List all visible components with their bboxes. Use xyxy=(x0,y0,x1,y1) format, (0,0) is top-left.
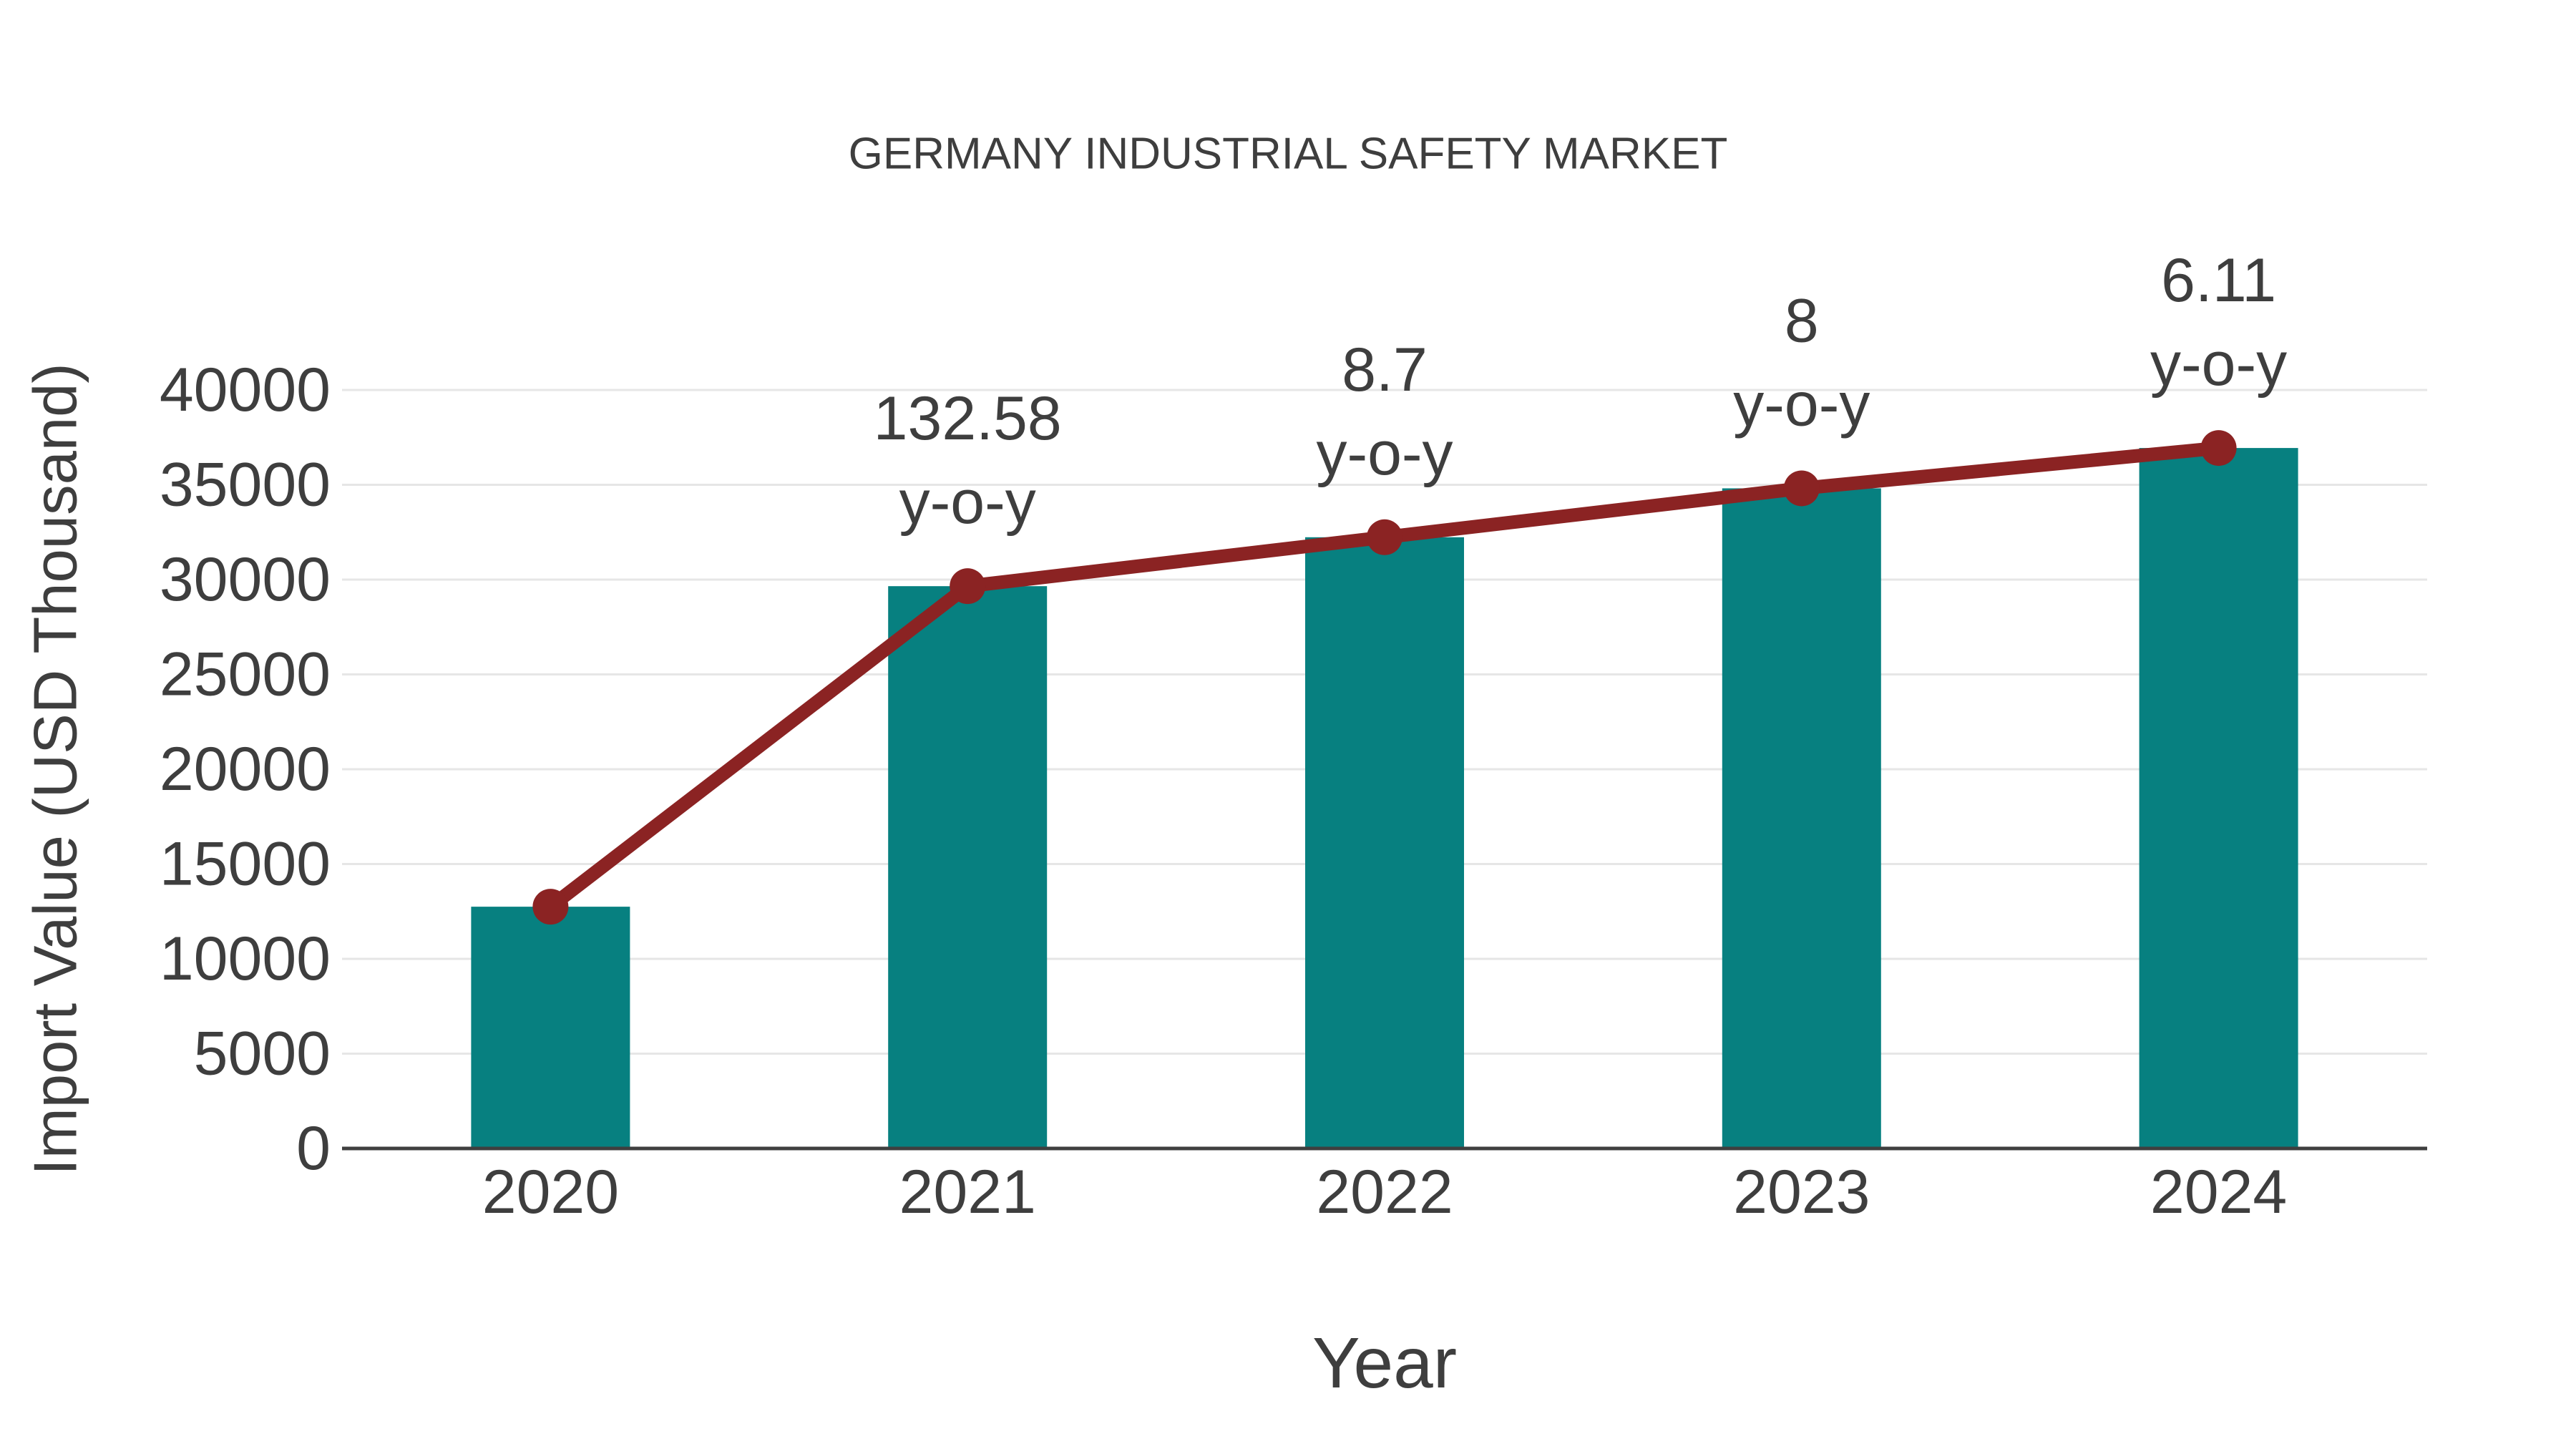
y-tick-label-10000: 10000 xyxy=(160,924,331,993)
annotation-value-2024: 6.11 xyxy=(2161,246,2276,315)
bar-2024 xyxy=(2139,448,2298,1148)
y-tick-label-15000: 15000 xyxy=(160,830,331,899)
x-tick-labels-layer: 2020 2021 2022 2023 2024 xyxy=(482,1158,2288,1226)
y-tick-label-40000: 40000 xyxy=(160,356,331,424)
bar-2022 xyxy=(1305,537,1464,1148)
annotation-sub-2022: y-o-y xyxy=(1316,419,1453,488)
y-tick-label-30000: 30000 xyxy=(160,545,331,614)
chart-title: GERMANY INDUSTRIAL SAFETY MARKET xyxy=(849,130,1728,179)
annotation-value-2022: 8.7 xyxy=(1342,336,1428,404)
annotation-sub-2024: y-o-y xyxy=(2150,330,2287,399)
annotation-value-2021: 132.58 xyxy=(874,384,1062,453)
y-tick-label-35000: 35000 xyxy=(160,451,331,519)
bar-2020 xyxy=(471,907,630,1148)
x-tick-label-2022: 2022 xyxy=(1316,1158,1453,1226)
bars-layer xyxy=(471,448,2298,1148)
annotation-value-2023: 8 xyxy=(1785,286,1819,355)
annotation-sub-2021: y-o-y xyxy=(899,468,1036,537)
trend-point-2022 xyxy=(1367,519,1402,555)
y-tick-label-5000: 5000 xyxy=(194,1020,331,1088)
trend-point-2021 xyxy=(950,568,986,605)
annotation-sub-2023: y-o-y xyxy=(1733,370,1870,439)
y-axis-title: Import Value (USD Thousand) xyxy=(22,363,90,1175)
x-tick-label-2024: 2024 xyxy=(2150,1158,2287,1226)
bar-2023 xyxy=(1722,488,1881,1148)
x-axis-title: Year xyxy=(1312,1323,1457,1403)
trend-point-2023 xyxy=(1783,470,1820,507)
trend-line-layer xyxy=(532,430,2237,925)
x-tick-label-2021: 2021 xyxy=(899,1158,1036,1226)
y-tick-label-25000: 25000 xyxy=(160,640,331,709)
y-tick-labels-layer: 0 5000 10000 15000 20000 25000 30000 35000 40000 xyxy=(160,356,331,1183)
trend-point-2024 xyxy=(2200,430,2237,467)
x-tick-label-2023: 2023 xyxy=(1733,1158,1870,1226)
annotations-layer: 132.58 y-o-y 8.7 y-o-y 8 y-o-y 6.11 y-o-y xyxy=(874,246,2287,537)
y-tick-label-20000: 20000 xyxy=(160,735,331,804)
y-tick-label-0: 0 xyxy=(296,1114,331,1183)
x-tick-label-2020: 2020 xyxy=(482,1158,619,1226)
bar-2021 xyxy=(888,586,1048,1148)
trend-point-2020 xyxy=(532,889,569,925)
